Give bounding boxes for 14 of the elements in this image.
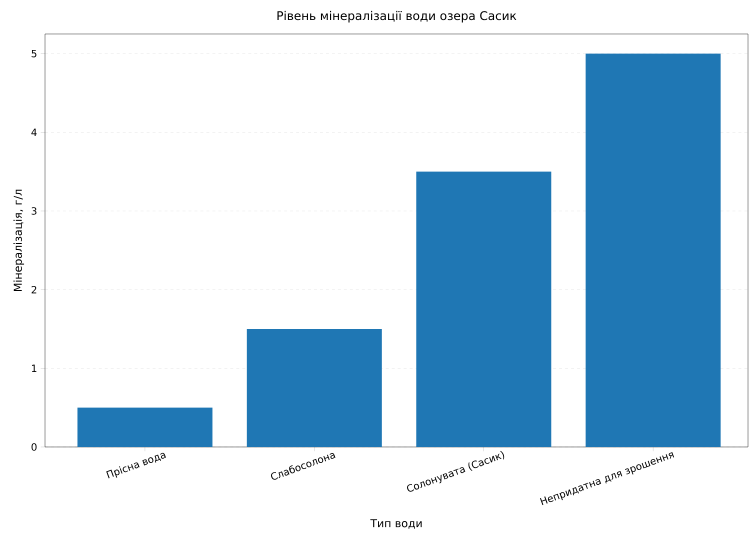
y-tick-label: 5 — [32, 50, 36, 58]
x-tick-label: Прісна вода — [106, 452, 166, 478]
bar — [416, 172, 552, 447]
bar — [586, 54, 721, 447]
y-axis-title: Мінералізація, г/л — [13, 190, 24, 291]
bar — [246, 328, 382, 447]
y-tick-label: 4 — [31, 128, 37, 136]
y-tick-label: 3 — [32, 207, 36, 215]
y-tick-label: 2 — [32, 286, 36, 294]
bar — [77, 408, 212, 447]
x-axis-title: Тип води — [370, 519, 422, 529]
y-tick-label: 0 — [32, 443, 37, 451]
chart-title: Рівень мінералізації води озера Сасик — [277, 10, 516, 22]
y-tick-label: 1 — [32, 364, 36, 372]
